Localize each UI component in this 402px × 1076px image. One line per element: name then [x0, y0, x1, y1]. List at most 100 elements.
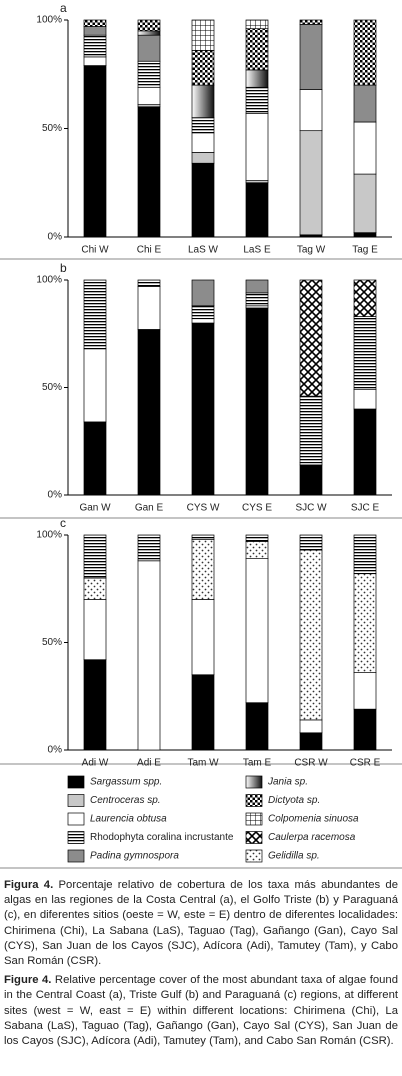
bar-segment — [353, 173, 377, 234]
bar-segment — [83, 279, 107, 350]
bar-segment — [83, 26, 107, 36]
legend-swatch — [245, 775, 263, 789]
legend-swatch — [67, 849, 85, 863]
bar-segment — [245, 534, 269, 542]
bar-segment — [353, 408, 377, 496]
x-tick-label: Gan W — [79, 503, 111, 514]
caption-text: Relative percentage cover of the most ab… — [4, 974, 399, 1048]
bar-segment — [191, 152, 215, 164]
legend-label: Colpomenia sinuosa — [268, 814, 359, 825]
y-tick-label: 50% — [42, 637, 62, 648]
bar-segment — [299, 732, 323, 751]
legend-swatch — [245, 831, 263, 844]
bar-segment — [83, 577, 107, 600]
bar-segment — [353, 316, 377, 390]
bar-segment — [245, 19, 269, 30]
caption-label: Figura 4. — [4, 879, 54, 891]
bar-segment — [83, 65, 107, 238]
bar-segment — [191, 599, 215, 676]
x-tick-label: LaS E — [243, 245, 271, 256]
bar-segment — [137, 534, 161, 562]
x-tick-label: Gan E — [135, 503, 164, 514]
bar-segment — [83, 19, 107, 27]
x-tick-label: LaS W — [188, 245, 219, 256]
bar-segment — [353, 534, 377, 575]
bar-segment — [353, 389, 377, 410]
bar-segment — [245, 86, 269, 114]
bar-segment — [191, 322, 215, 496]
bar-segment — [245, 541, 269, 560]
bar-segment — [137, 560, 161, 751]
y-tick-label: 0% — [48, 745, 63, 756]
bar-segment — [353, 84, 377, 123]
legend-swatch — [67, 775, 85, 789]
caption-text: Porcentaje relativo de cobertura de los … — [4, 879, 398, 968]
bar-segment — [83, 599, 107, 661]
legend-swatch — [67, 794, 85, 807]
x-tick-label: Tam W — [187, 758, 219, 769]
y-tick-label: 100% — [36, 275, 62, 286]
x-tick-label: Tag W — [297, 245, 326, 256]
bar-segment — [191, 132, 215, 153]
bar-segment — [191, 19, 215, 51]
x-tick-label: Adi E — [137, 758, 161, 769]
bar-segment — [245, 112, 269, 181]
bar-segment — [299, 464, 323, 496]
bar-segment — [353, 232, 377, 238]
bar-segment — [83, 348, 107, 423]
bar-segment — [191, 162, 215, 238]
bar-segment — [299, 19, 323, 25]
x-tick-label: Tam E — [243, 758, 272, 769]
bar-segment — [353, 573, 377, 673]
bar-segment — [299, 395, 323, 464]
legend-swatch — [245, 849, 263, 863]
x-tick-label: Adi W — [82, 758, 109, 769]
bar-segment — [245, 292, 269, 307]
bar-segment — [83, 56, 107, 66]
bar-segment — [137, 329, 161, 496]
caption: Figura 4. Porcentaje relativo de cobertu… — [4, 878, 398, 1053]
bar-segment — [245, 69, 269, 88]
legend-label: Gelidilla sp. — [268, 851, 320, 862]
legend-swatch — [67, 812, 85, 826]
bar-segment — [353, 279, 377, 317]
bar-segment — [299, 23, 323, 90]
legend-label: Sargassum spp. — [90, 777, 162, 788]
x-tick-label: Chi E — [137, 245, 162, 256]
bar-segment — [191, 305, 215, 320]
legend-label: Rhodophyta coralina incrustante — [90, 832, 234, 843]
legend-swatch — [245, 812, 263, 826]
bar-segment — [299, 534, 323, 551]
legend-label: Padina gymnospora — [90, 851, 179, 862]
bar-segment — [353, 672, 377, 710]
bar-segment — [137, 86, 161, 105]
panel-label: c — [60, 516, 66, 530]
y-tick-label: 100% — [36, 15, 62, 26]
bar-segment — [299, 279, 323, 397]
bar-segment — [137, 34, 161, 62]
bar-segment — [191, 279, 215, 307]
caption-paragraph: Figura 4. Porcentaje relativo de cobertu… — [4, 878, 398, 969]
x-tick-label: CSR E — [350, 758, 381, 769]
bar-segment — [83, 421, 107, 496]
bar-segment — [191, 674, 215, 751]
legend-label: Dictyota sp. — [268, 795, 320, 806]
bar-segment — [191, 50, 215, 86]
bar-segment — [191, 117, 215, 134]
bar-segment — [137, 286, 161, 330]
bar-segment — [137, 19, 161, 32]
x-tick-label: Tag E — [352, 245, 378, 256]
legend-label: Centroceras sp. — [90, 795, 161, 806]
legend-swatch — [67, 831, 85, 844]
bar-segment — [191, 84, 215, 118]
bar-segment — [299, 89, 323, 132]
x-tick-label: Chi W — [81, 245, 109, 256]
bar-segment — [299, 130, 323, 236]
legend-label: Jania sp. — [267, 777, 308, 788]
bar-segment — [353, 121, 377, 175]
bar-segment — [83, 34, 107, 58]
y-tick-label: 50% — [42, 382, 62, 393]
bar-segment — [353, 708, 377, 751]
bar-segment — [245, 702, 269, 751]
bar-segment — [245, 279, 269, 294]
